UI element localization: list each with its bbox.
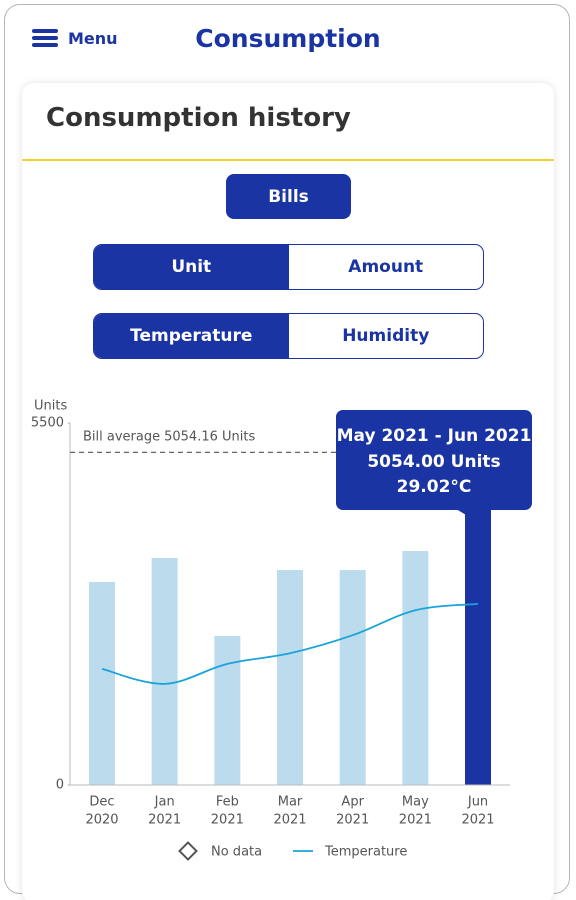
x-tick-label: 2021 — [399, 813, 432, 828]
weather-toggle: Temperature Humidity — [93, 313, 484, 359]
toggle-option[interactable]: Temperature — [94, 314, 289, 358]
unit-toggle: Unit Amount — [93, 244, 484, 290]
x-tick-label: 2021 — [336, 813, 369, 828]
tooltip-pointer — [456, 509, 479, 522]
x-tick-label: Dec — [89, 795, 114, 810]
menu-icon — [32, 26, 58, 50]
x-tick-label: Mar — [278, 795, 303, 810]
x-tick-label: 2020 — [85, 813, 118, 828]
toggle-option[interactable]: Amount — [348, 257, 424, 277]
legend-label: Temperature — [324, 845, 407, 860]
bar — [89, 582, 115, 785]
legend-label: No data — [211, 845, 262, 860]
toggle-option[interactable]: Humidity — [342, 326, 430, 346]
x-tick-label: May — [402, 795, 429, 810]
tooltip-box — [336, 410, 532, 510]
x-tick-label: Jun — [467, 795, 488, 810]
x-tick-label: 2021 — [461, 813, 494, 828]
legend-no-data-icon — [178, 841, 198, 861]
temperature-line — [101, 602, 479, 685]
x-tick-label: 2021 — [211, 813, 244, 828]
tooltip-title: May 2021 - Jun 2021 — [337, 426, 532, 446]
menu-label: Menu — [68, 28, 118, 48]
average-label: Bill average 5054.16 Units — [83, 429, 255, 444]
y-tick-label: 0 — [56, 778, 64, 793]
divider — [22, 159, 554, 161]
x-tick-label: Apr — [341, 795, 364, 810]
tooltip-value: 5054.00 Units — [367, 452, 500, 472]
toggle-option[interactable]: Unit — [94, 245, 289, 289]
y-tick-label: 5500 — [31, 416, 64, 431]
bills-button[interactable]: Bills — [226, 174, 351, 219]
x-tick-label: 2021 — [273, 813, 306, 828]
bar — [277, 570, 304, 785]
menu-button[interactable]: Menu — [32, 26, 118, 50]
bar — [151, 557, 178, 785]
average-value: 5054.16 Units — [164, 429, 255, 444]
tooltip-temperature: 29.02°C — [397, 477, 472, 497]
bar — [214, 636, 241, 785]
x-tick-label: Feb — [216, 795, 239, 810]
x-tick-label: Jan — [154, 795, 175, 810]
x-tick-label: 2021 — [148, 813, 181, 828]
y-axis-label: Units — [34, 399, 67, 414]
page-title: Consumption — [195, 24, 381, 53]
card-title: Consumption history — [46, 103, 351, 133]
bar — [402, 551, 429, 785]
bar — [339, 570, 366, 785]
average-name: Bill average — [83, 429, 160, 444]
